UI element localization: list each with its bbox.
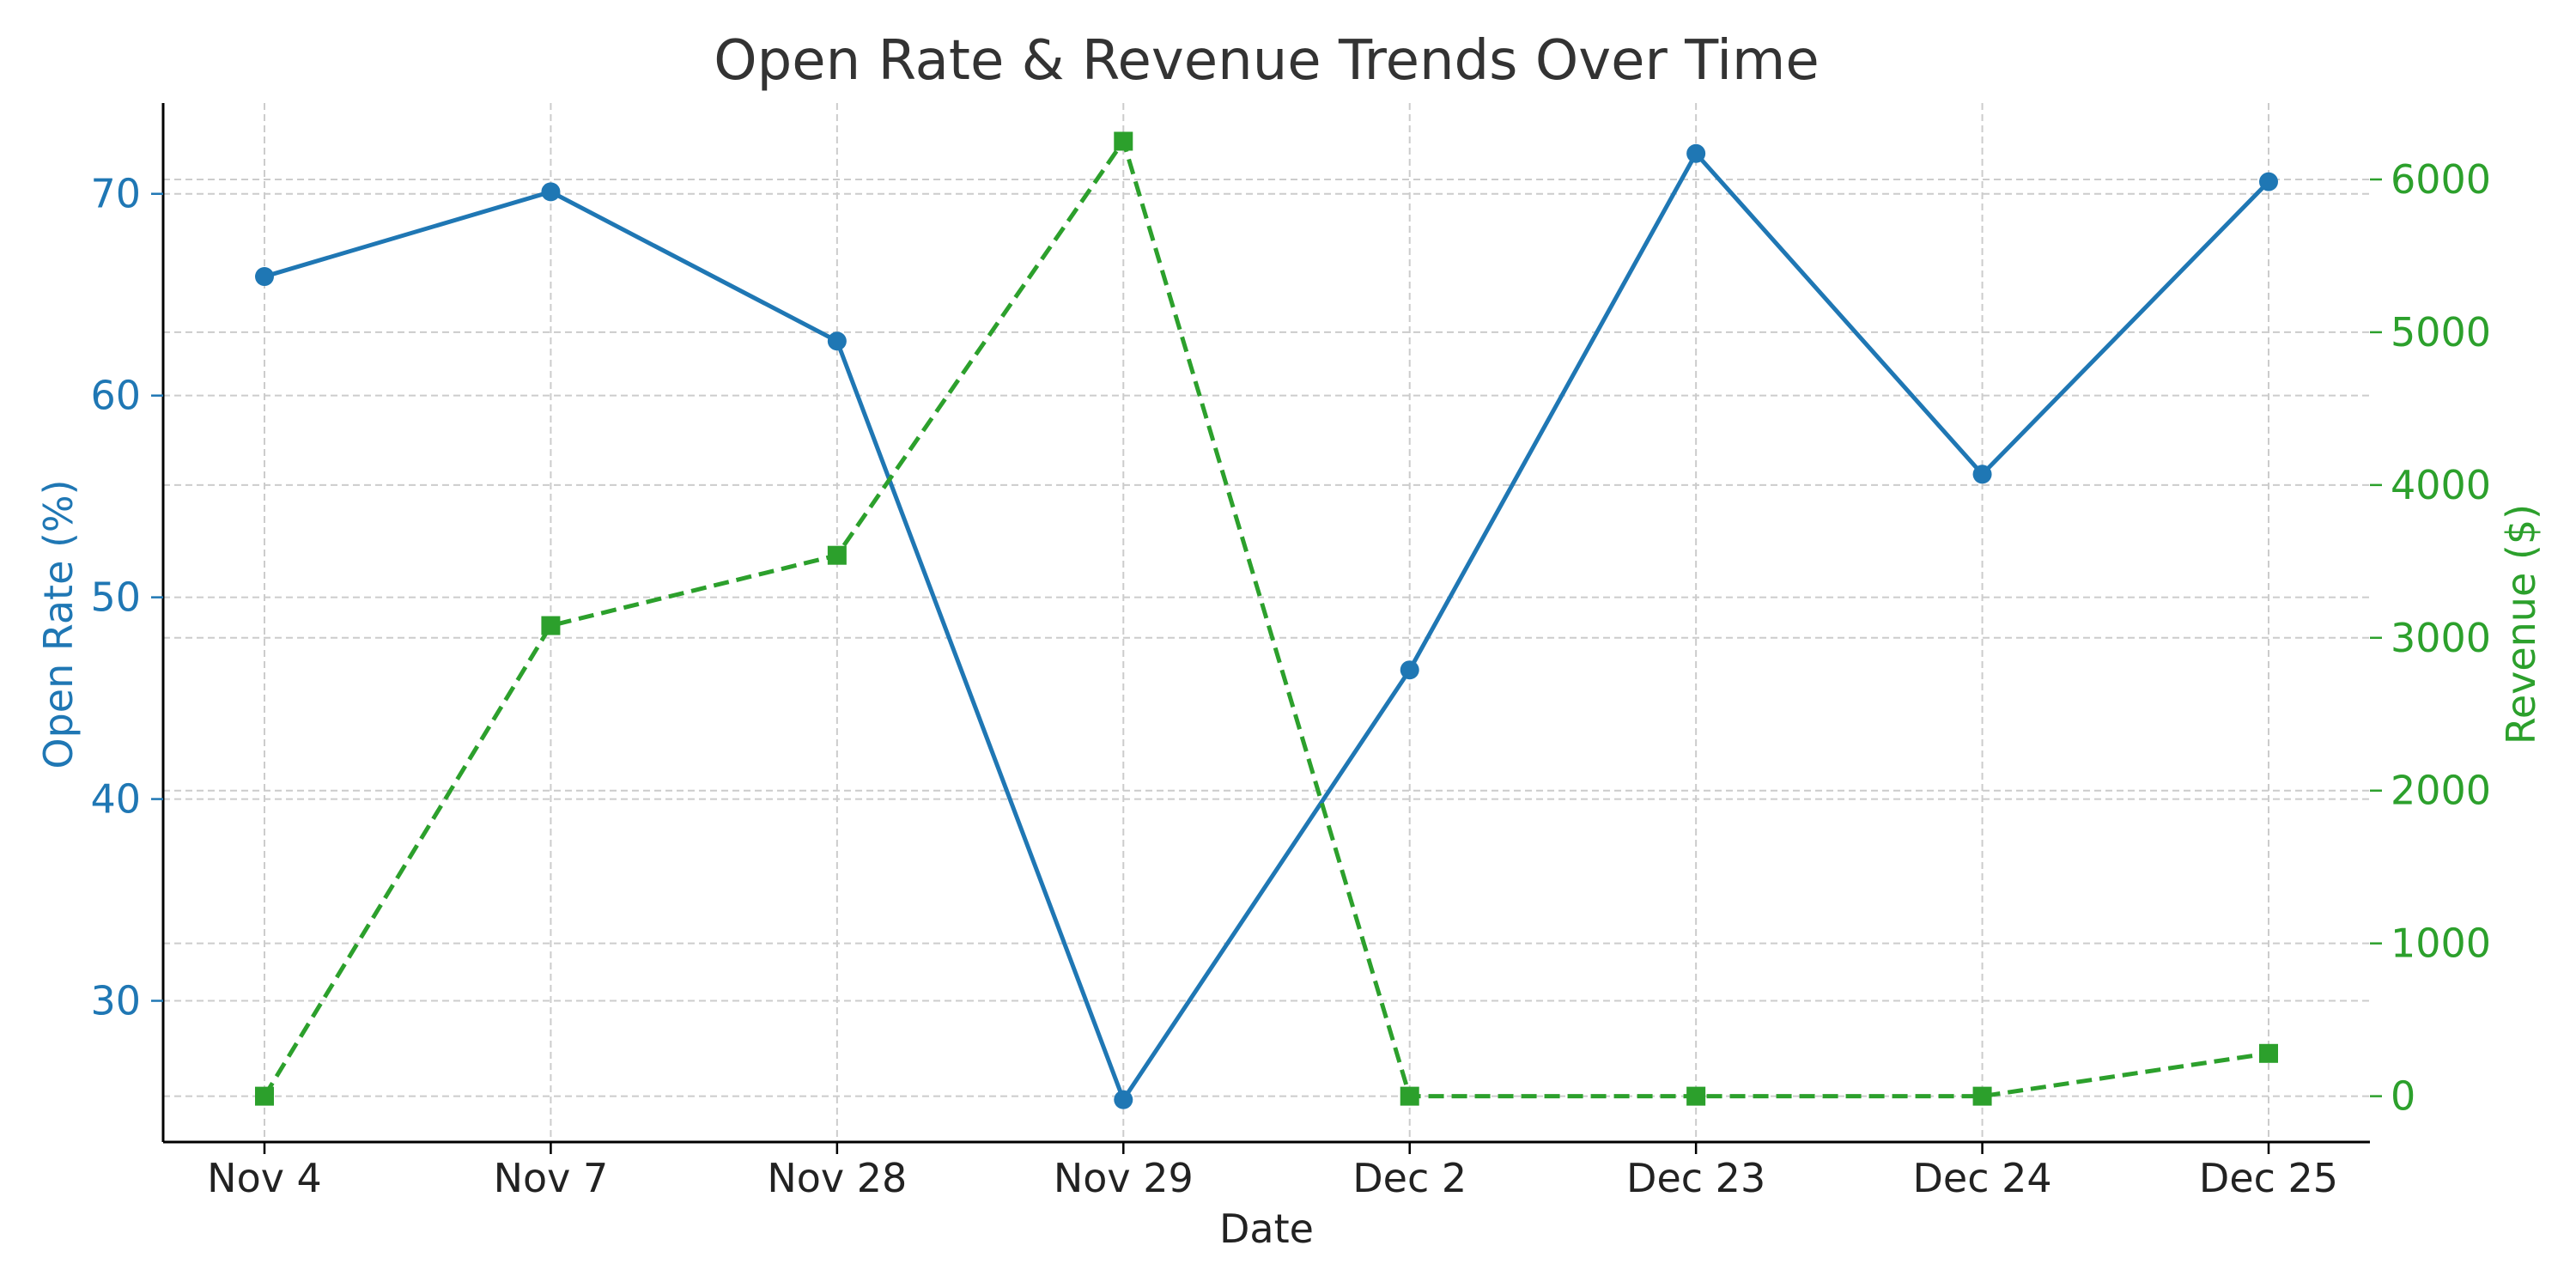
grid-layer [163, 103, 2370, 1142]
series-layer [255, 131, 2278, 1109]
series-2-point [1400, 1086, 1419, 1106]
x-tick-label: Nov 7 [494, 1155, 609, 1201]
x-axis-label: Date [1219, 1206, 1314, 1252]
series-1-line [264, 151, 2270, 1103]
y-right-tick-label: 3000 [2391, 615, 2491, 661]
y-right-tick-label: 5000 [2391, 309, 2491, 355]
y-right-tick-label: 6000 [2391, 156, 2491, 203]
y-left-tick-label: 40 [90, 776, 141, 823]
series-2-point [827, 545, 847, 565]
x-tick-label: Nov 29 [1054, 1155, 1194, 1201]
series-1-point [1972, 465, 1992, 484]
y-right-tick-label: 1000 [2391, 920, 2491, 967]
x-tick-label: Nov 28 [767, 1155, 907, 1201]
series-1-point [827, 331, 847, 351]
series-2-line [262, 138, 2269, 1099]
series-2-point [2259, 1043, 2278, 1063]
series-2-point [1686, 1086, 1706, 1106]
y-left-axis-label: Open Rate (%) [35, 479, 82, 769]
y-left-tick-label: 60 [90, 373, 141, 419]
y-left-tick-label: 70 [90, 171, 141, 217]
series-2-point [1114, 131, 1133, 151]
series-2-point [255, 1086, 274, 1106]
series-1-point [1400, 660, 1419, 680]
series-1-point [255, 267, 274, 287]
y-left-tick-label: 50 [90, 574, 141, 621]
series-1-point [541, 182, 561, 202]
series-2-point [541, 616, 561, 635]
series-1-point [1114, 1090, 1133, 1109]
series-1-point [1686, 143, 1706, 163]
x-tick-label: Dec 23 [1626, 1155, 1765, 1201]
series-2-point [1972, 1086, 1992, 1106]
chart-title: Open Rate & Revenue Trends Over Time [714, 29, 1819, 93]
x-tick-label: Dec 25 [2199, 1155, 2338, 1201]
x-tick-label: Dec 24 [1912, 1155, 2051, 1201]
y-right-tick-label: 2000 [2391, 768, 2491, 814]
y-left-tick-label: 30 [90, 978, 141, 1024]
axes-layer: Nov 4 Nov 7 Nov 28 Nov 29 Dec 2 Dec 23 Dec 24 D… [90, 103, 2491, 1201]
y-right-tick-label: 4000 [2391, 462, 2491, 508]
x-tick-label: Dec 2 [1352, 1155, 1467, 1201]
y-right-axis-label: Revenue ($) [2498, 504, 2544, 744]
y-right-tick-label: 0 [2391, 1073, 2415, 1120]
series-1-point [2259, 172, 2278, 191]
x-tick-label: Nov 4 [207, 1155, 322, 1201]
